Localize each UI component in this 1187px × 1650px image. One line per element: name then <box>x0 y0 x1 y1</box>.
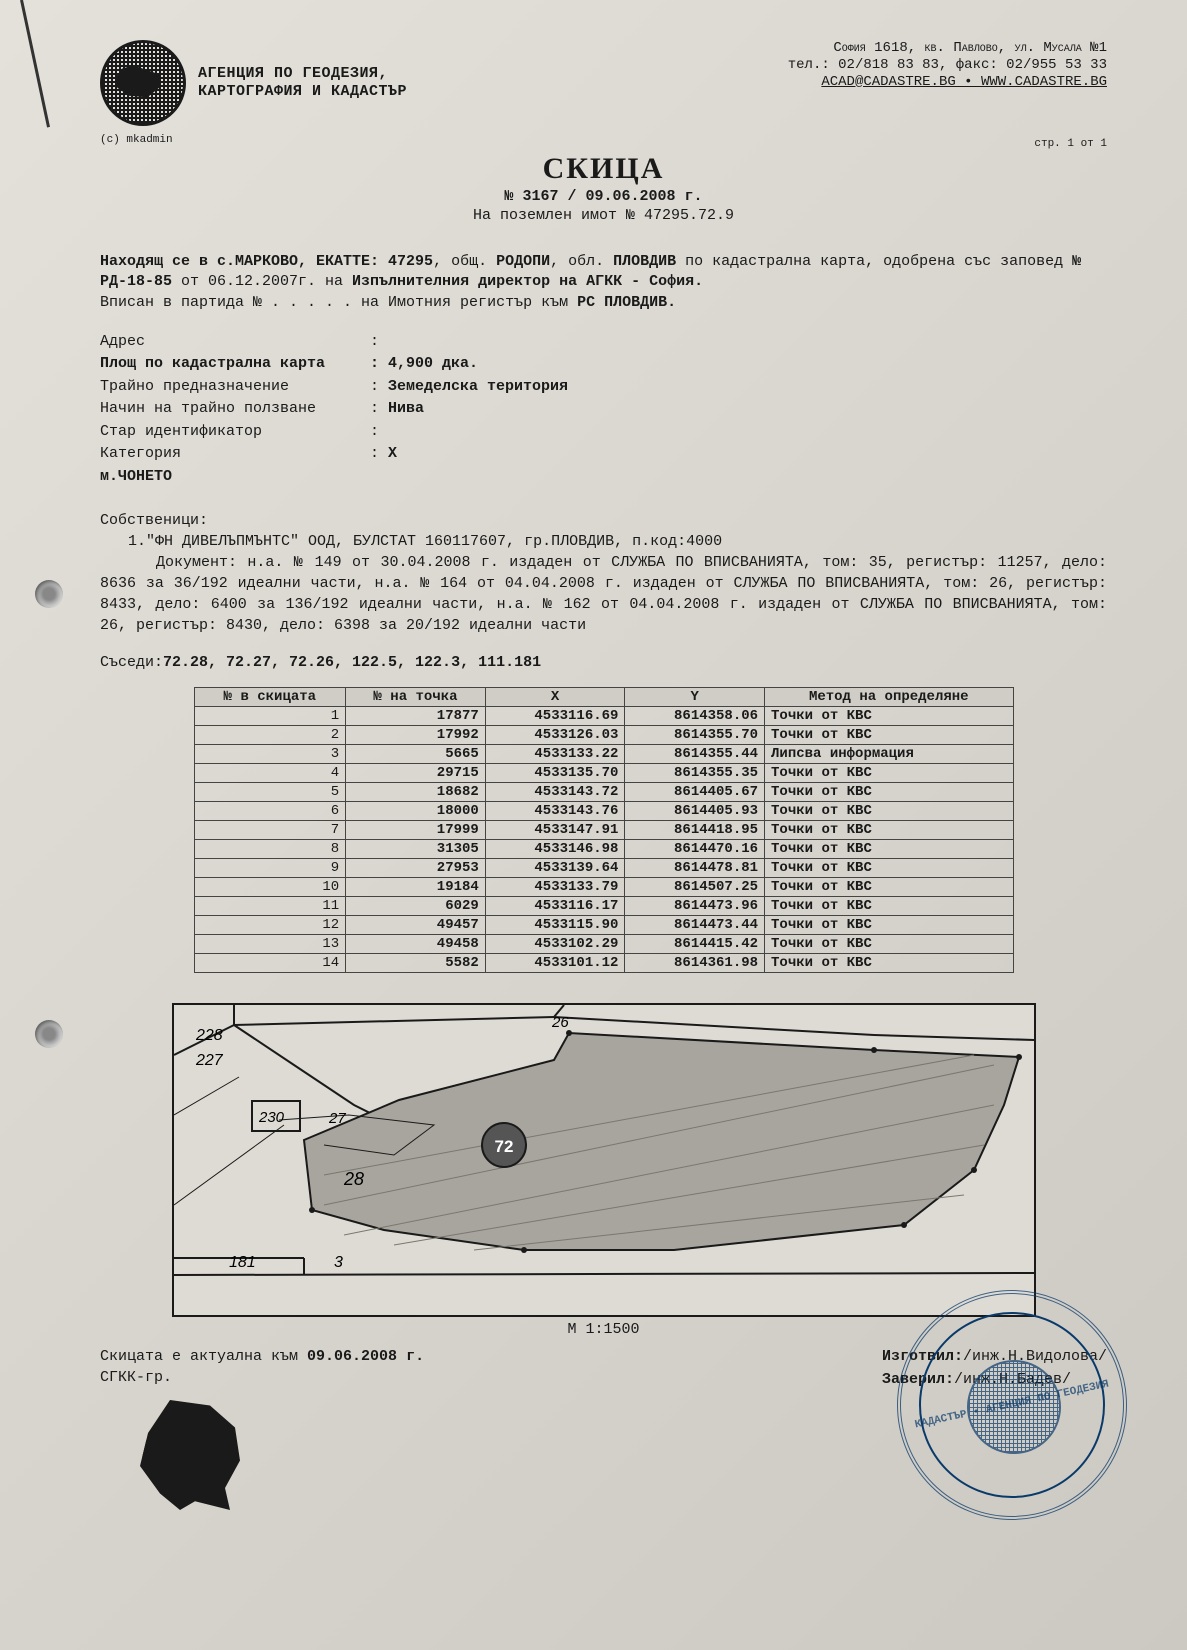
table-row: 7179994533147.918614418.95Точки от КВС <box>194 821 1013 840</box>
prop-label: Площ по кадастрална карта <box>100 353 370 376</box>
owners-block: Собственици: 1."ФН ДИВЕЛЪПМЪНТС" ООД, БУ… <box>100 510 1107 636</box>
property-list: Адрес: Площ по кадастрална карта:4,900 д… <box>100 331 1107 489</box>
col-x: X <box>485 688 625 707</box>
svg-text:181: 181 <box>229 1254 256 1271</box>
address-line: ACAD@CADASTRE.BG • WWW.CADASTRE.BG <box>788 74 1107 91</box>
svg-text:26: 26 <box>551 1014 569 1031</box>
table-row: 10191844533133.798614507.25Точки от КВС <box>194 878 1013 897</box>
prop-label: Начин на трайно ползване <box>100 398 370 421</box>
prop-label: м.ЧОНЕТО <box>100 466 370 489</box>
table-row: 2179924533126.038614355.70Точки от КВС <box>194 726 1013 745</box>
prop-value: X <box>388 443 397 466</box>
prop-label: Категория <box>100 443 370 466</box>
svg-text:27: 27 <box>328 1110 346 1127</box>
punch-hole <box>35 1020 63 1048</box>
prop-value: Земеделска територия <box>388 376 568 399</box>
agency-name-1: АГЕНЦИЯ ПО ГЕОДЕЗИЯ, <box>198 65 407 83</box>
table-row: 8313054533146.988614470.16Точки от КВС <box>194 840 1013 859</box>
table-row: 12494574533115.908614473.44Точки от КВС <box>194 916 1013 935</box>
doc-number: № 3167 / 09.06.2008 г. <box>100 188 1107 205</box>
table-row: 4297154533135.708614355.35Точки от КВС <box>194 764 1013 783</box>
ink-stamp-blot <box>140 1400 240 1510</box>
scanned-page: АГЕНЦИЯ ПО ГЕОДЕЗИЯ, КАРТОГРАФИЯ И КАДАС… <box>0 0 1187 1650</box>
page-number: стр. 1 от 1 <box>1034 138 1107 150</box>
table-row: 9279534533139.648614478.81Точки от КВС <box>194 859 1013 878</box>
header: АГЕНЦИЯ ПО ГЕОДЕЗИЯ, КАРТОГРАФИЯ И КАДАС… <box>100 40 1107 126</box>
col-pt: № на точка <box>346 688 486 707</box>
col-n: № в скицата <box>194 688 346 707</box>
owners-heading: Собственици: <box>100 510 1107 531</box>
address-line: София 1618, кв. Павлово, ул. Мусала №1 <box>788 40 1107 57</box>
doc-title: СКИЦА <box>100 152 1107 186</box>
prop-label: Адрес <box>100 331 370 354</box>
prop-value: Нива <box>388 398 424 421</box>
neighbors-line: Съседи:72.28, 72.27, 72.26, 122.5, 122.3… <box>100 654 1107 671</box>
cadastral-map: 72 228 227 230 27 28 26 181 3 <box>172 1003 1036 1317</box>
svg-text:72: 72 <box>494 1137 513 1156</box>
svg-text:28: 28 <box>343 1169 364 1189</box>
table-row: 1455824533101.128614361.98Точки от КВС <box>194 954 1013 973</box>
coordinates-table: № в скицата № на точка X Y Метод на опре… <box>194 687 1014 973</box>
svg-text:3: 3 <box>334 1254 343 1271</box>
prop-label: Трайно предназначение <box>100 376 370 399</box>
punch-hole <box>35 580 63 608</box>
agency-logo <box>100 40 186 126</box>
address-line: тел.: 02/818 83 83, факс: 02/955 53 33 <box>788 57 1107 74</box>
table-row: 1178774533116.698614358.06Точки от КВС <box>194 707 1013 726</box>
table-row: 6180004533143.768614405.93Точки от КВС <box>194 802 1013 821</box>
svg-text:230: 230 <box>258 1109 285 1126</box>
col-method: Метод на определяне <box>765 688 1013 707</box>
owner-line: 1."ФН ДИВЕЛЪПМЪНТС" ООД, БУЛСТАТ 1601176… <box>100 531 1107 552</box>
round-seal: КАДАСТЪР • АГЕНЦИЯ ПО ГЕОДЕЗИЯ <box>897 1290 1127 1520</box>
parcel-id-line: На поземлен имот № 47295.72.9 <box>100 207 1107 224</box>
table-row: 5186824533143.728614405.67Точки от КВС <box>194 783 1013 802</box>
copyright: (c) mkadmin <box>100 134 1107 146</box>
table-row: 13494584533102.298614415.42Точки от КВС <box>194 935 1013 954</box>
prop-label: Стар идентификатор <box>100 421 370 444</box>
svg-text:227: 227 <box>195 1052 224 1069</box>
col-y: Y <box>625 688 765 707</box>
svg-text:228: 228 <box>195 1027 223 1044</box>
prop-value: 4,900 дка. <box>388 353 478 376</box>
table-row: 1160294533116.178614473.96Точки от КВС <box>194 897 1013 916</box>
agency-name-2: КАРТОГРАФИЯ И КАДАСТЪР <box>198 83 407 101</box>
owner-document: Документ: н.а. № 149 от 30.04.2008 г. из… <box>100 552 1107 636</box>
intro-paragraph: Находящ се в с.МАРКОВО, ЕКАТТЕ: 47295, о… <box>100 252 1107 313</box>
table-row: 356654533133.228614355.44Липсва информац… <box>194 745 1013 764</box>
